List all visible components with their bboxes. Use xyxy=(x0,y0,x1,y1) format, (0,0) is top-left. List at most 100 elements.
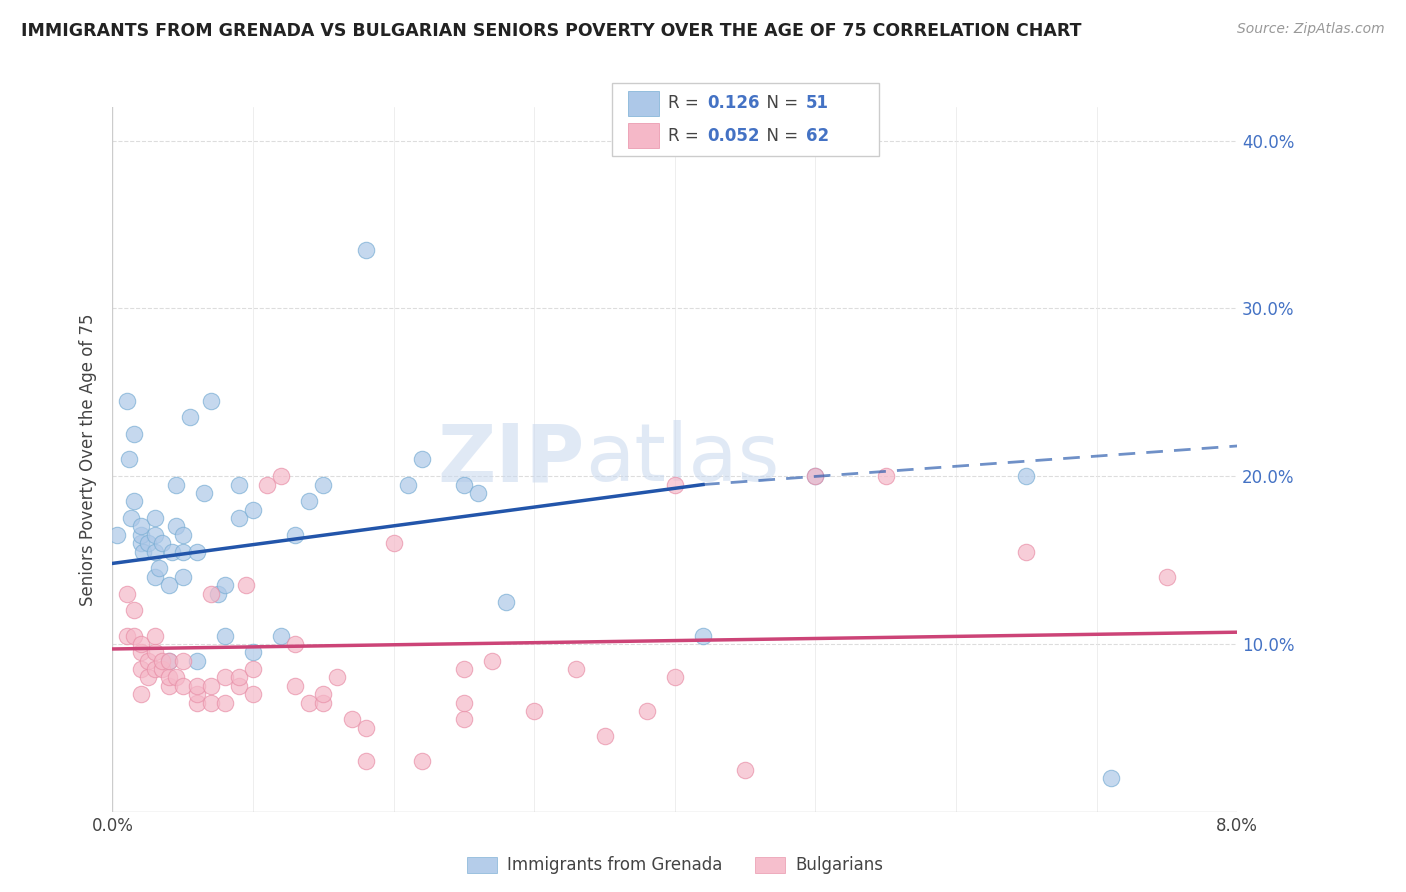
Point xyxy=(129,536,152,550)
Point xyxy=(235,578,257,592)
Legend: Immigrants from Grenada, Bulgarians: Immigrants from Grenada, Bulgarians xyxy=(460,849,890,881)
Point xyxy=(143,570,166,584)
Point xyxy=(523,704,546,718)
Point xyxy=(1015,469,1038,483)
Point xyxy=(157,654,180,668)
Point xyxy=(340,713,363,727)
Point xyxy=(354,721,377,735)
Point xyxy=(804,469,827,483)
Point xyxy=(382,536,405,550)
Point xyxy=(157,578,180,592)
Point xyxy=(354,243,377,257)
Text: Source: ZipAtlas.com: Source: ZipAtlas.com xyxy=(1237,22,1385,37)
Text: N =: N = xyxy=(756,95,804,112)
Point xyxy=(565,662,588,676)
Text: R =: R = xyxy=(668,127,704,145)
Point xyxy=(129,528,152,542)
Point xyxy=(150,654,173,668)
Point xyxy=(160,544,183,558)
Point xyxy=(312,477,335,491)
Point xyxy=(120,511,142,525)
Point xyxy=(284,528,307,542)
Text: 0.052: 0.052 xyxy=(707,127,759,145)
Point xyxy=(150,662,173,676)
Point xyxy=(186,654,208,668)
Point xyxy=(143,645,166,659)
Point xyxy=(115,393,138,408)
Text: 51: 51 xyxy=(806,95,828,112)
Point xyxy=(284,679,307,693)
Point xyxy=(453,662,475,676)
Point xyxy=(636,704,658,718)
Point xyxy=(270,469,292,483)
Point xyxy=(242,502,264,516)
Point xyxy=(157,671,180,685)
Text: IMMIGRANTS FROM GRENADA VS BULGARIAN SENIORS POVERTY OVER THE AGE OF 75 CORRELAT: IMMIGRANTS FROM GRENADA VS BULGARIAN SEN… xyxy=(21,22,1081,40)
Point xyxy=(453,713,475,727)
Point xyxy=(132,544,155,558)
Point xyxy=(115,586,138,600)
Point xyxy=(157,654,180,668)
Text: R =: R = xyxy=(668,95,704,112)
Point xyxy=(284,637,307,651)
Point xyxy=(298,696,321,710)
Point xyxy=(214,578,236,592)
Point xyxy=(242,662,264,676)
Point xyxy=(143,628,166,642)
Point xyxy=(664,671,686,685)
Point xyxy=(129,662,152,676)
Text: 0.126: 0.126 xyxy=(707,95,759,112)
Point xyxy=(298,494,321,508)
Point xyxy=(129,519,152,533)
Point xyxy=(172,679,194,693)
Point xyxy=(270,628,292,642)
Point xyxy=(148,561,170,575)
Point xyxy=(165,477,187,491)
Point xyxy=(228,679,250,693)
Point xyxy=(495,595,517,609)
Point xyxy=(143,544,166,558)
Point xyxy=(115,628,138,642)
Point xyxy=(228,671,250,685)
Point xyxy=(354,755,377,769)
Text: N =: N = xyxy=(756,127,804,145)
Point xyxy=(411,755,433,769)
Point xyxy=(207,586,229,600)
Text: ZIP: ZIP xyxy=(437,420,585,499)
Point xyxy=(326,671,349,685)
Point xyxy=(122,603,145,617)
Point xyxy=(256,477,278,491)
Point xyxy=(129,687,152,701)
Point xyxy=(200,586,222,600)
Point xyxy=(396,477,419,491)
Point xyxy=(136,536,159,550)
Point xyxy=(143,662,166,676)
Point xyxy=(312,687,335,701)
Point xyxy=(186,679,208,693)
Point xyxy=(136,671,159,685)
Point xyxy=(1015,544,1038,558)
Point xyxy=(165,519,187,533)
Point xyxy=(242,645,264,659)
Point xyxy=(122,628,145,642)
Point xyxy=(105,528,128,542)
Point xyxy=(172,570,194,584)
Point xyxy=(150,536,173,550)
Point xyxy=(453,696,475,710)
Point xyxy=(129,645,152,659)
Point xyxy=(453,477,475,491)
Point xyxy=(214,671,236,685)
Point xyxy=(122,494,145,508)
Point xyxy=(172,544,194,558)
Point xyxy=(118,452,141,467)
Text: 62: 62 xyxy=(806,127,828,145)
Point xyxy=(143,528,166,542)
Point xyxy=(734,763,756,777)
Point xyxy=(157,679,180,693)
Point xyxy=(312,696,335,710)
Point xyxy=(1099,771,1122,785)
Point xyxy=(143,511,166,525)
Point xyxy=(214,696,236,710)
Point xyxy=(129,637,152,651)
Point xyxy=(136,654,159,668)
